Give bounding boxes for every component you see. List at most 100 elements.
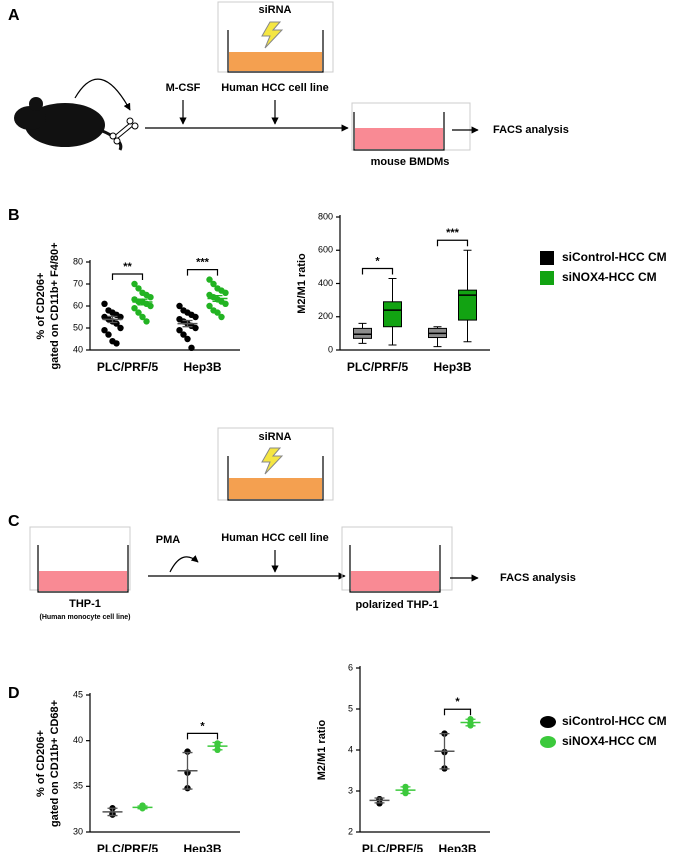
sig-label: * bbox=[200, 720, 205, 732]
data-point bbox=[131, 280, 138, 288]
error-bar bbox=[137, 805, 148, 810]
error-bar bbox=[182, 319, 193, 328]
sig-bracket bbox=[186, 732, 219, 740]
data-point bbox=[184, 335, 191, 343]
data-point bbox=[192, 324, 199, 332]
legend-label: siNOX4-HCC CM bbox=[562, 270, 657, 284]
data-point bbox=[105, 331, 112, 338]
medium bbox=[351, 571, 439, 591]
data-point bbox=[101, 300, 108, 307]
y-tick-label: 4 bbox=[348, 744, 353, 754]
y-tick-label: 600 bbox=[318, 245, 333, 255]
label: siRNA bbox=[258, 4, 291, 16]
data-point bbox=[210, 280, 217, 288]
data-point bbox=[176, 327, 183, 334]
y-tick-label: 35 bbox=[73, 781, 83, 791]
legend-marker bbox=[540, 251, 554, 265]
data-point bbox=[192, 313, 199, 321]
error-bar bbox=[465, 718, 476, 727]
y-tick-label: 0 bbox=[328, 344, 333, 354]
sig-bracket bbox=[186, 269, 219, 276]
error-bar bbox=[439, 732, 450, 770]
sig-label: ** bbox=[123, 261, 132, 273]
y-tick-label: 45 bbox=[73, 689, 83, 699]
data-point bbox=[218, 313, 225, 321]
data-point bbox=[222, 300, 229, 307]
y-tick-label: 40 bbox=[73, 344, 83, 354]
error-bar bbox=[212, 295, 223, 303]
y-axis-label: gated on CD11b+ CD68+ bbox=[49, 700, 61, 827]
error-bar bbox=[400, 786, 411, 795]
legend-marker bbox=[540, 271, 554, 285]
y-tick-label: 800 bbox=[318, 211, 333, 221]
data-point bbox=[206, 302, 213, 310]
y-tick-label: 5 bbox=[348, 703, 353, 713]
error-bar bbox=[137, 298, 148, 306]
legend-label: siNOX4-HCC CM bbox=[562, 734, 657, 748]
data-point bbox=[184, 748, 191, 755]
box bbox=[353, 327, 372, 339]
label: (Human monocyte cell line) bbox=[39, 614, 130, 621]
error-bar bbox=[182, 751, 193, 790]
y-axis-label: M2/M1 ratio bbox=[296, 253, 308, 314]
data-point bbox=[131, 305, 138, 312]
sig-bracket bbox=[443, 708, 472, 716]
panel-label: C bbox=[8, 513, 20, 530]
y-axis-label: % of CD206+ bbox=[35, 730, 47, 797]
legend-label: siControl-HCC CM bbox=[562, 250, 667, 264]
data-point bbox=[206, 276, 213, 283]
medium bbox=[229, 52, 322, 71]
x-tick-label: Hep3B bbox=[183, 842, 221, 852]
data-point bbox=[135, 285, 142, 292]
y-tick-label: 40 bbox=[73, 735, 83, 745]
y-axis-label: M2/M1 ratio bbox=[316, 719, 328, 780]
label: siRNA bbox=[258, 431, 291, 443]
x-tick-label: PLC/PRF/5 bbox=[97, 360, 159, 374]
data-point bbox=[214, 309, 221, 316]
error-bar bbox=[107, 315, 118, 324]
y-tick-label: 80 bbox=[73, 256, 83, 266]
panel-label: A bbox=[8, 7, 20, 24]
data-point bbox=[188, 344, 195, 351]
data-point bbox=[113, 340, 120, 347]
y-tick-label: 200 bbox=[318, 311, 333, 321]
label: polarized THP-1 bbox=[355, 599, 438, 611]
x-tick-label: Hep3B bbox=[183, 360, 221, 374]
y-tick-label: 6 bbox=[348, 662, 353, 672]
dish bbox=[37, 545, 129, 593]
lightning bbox=[261, 447, 284, 475]
label: PMA bbox=[156, 534, 181, 546]
x-tick-label: Hep3B bbox=[438, 842, 476, 852]
sig-label: *** bbox=[196, 257, 210, 269]
data-point bbox=[147, 294, 154, 301]
dish bbox=[227, 456, 324, 501]
label: Human HCC cell line bbox=[221, 82, 329, 94]
data-point bbox=[222, 289, 229, 296]
data-point bbox=[101, 327, 108, 334]
medium bbox=[39, 571, 127, 591]
bone bbox=[109, 117, 139, 145]
dish bbox=[349, 545, 441, 593]
label: THP-1 bbox=[69, 598, 101, 610]
mouse bbox=[14, 97, 123, 151]
sig-label: *** bbox=[446, 227, 460, 239]
label: Human HCC cell line bbox=[221, 532, 329, 544]
label: M-CSF bbox=[166, 82, 201, 94]
data-point bbox=[180, 331, 187, 338]
dish bbox=[353, 112, 445, 151]
y-tick-label: 3 bbox=[348, 785, 353, 795]
box bbox=[383, 301, 402, 328]
y-tick-label: 50 bbox=[73, 322, 83, 332]
sig-label: * bbox=[455, 696, 460, 708]
y-tick-label: 400 bbox=[318, 278, 333, 288]
data-point bbox=[139, 313, 146, 321]
dish bbox=[227, 30, 324, 73]
sig-bracket bbox=[111, 273, 144, 280]
y-tick-label: 2 bbox=[348, 826, 353, 836]
label: mouse BMDMs bbox=[371, 156, 450, 168]
legend-marker bbox=[540, 716, 556, 728]
legend-marker bbox=[540, 736, 556, 748]
box bbox=[458, 289, 477, 321]
y-tick-label: 70 bbox=[73, 278, 83, 288]
x-tick-label: PLC/PRF/5 bbox=[97, 842, 159, 852]
